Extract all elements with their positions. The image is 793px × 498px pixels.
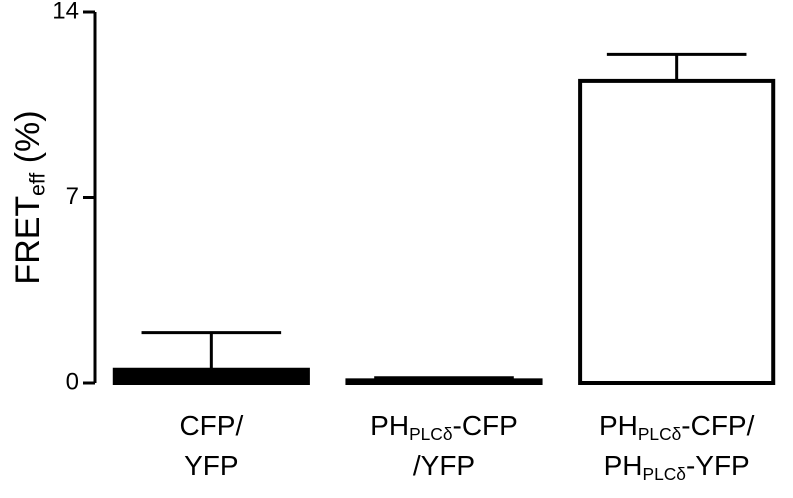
- label-subscript: PLCδ: [409, 424, 452, 444]
- x-tick-label: CFP/: [179, 410, 243, 441]
- label-part: /YFP: [413, 450, 475, 481]
- label-subscript: eff: [26, 173, 49, 196]
- label-part: PH: [370, 410, 409, 441]
- label-part: PH: [599, 410, 638, 441]
- x-tick-label: /YFP: [413, 450, 475, 481]
- x-tick-label: PHPLCδ-CFP/: [599, 410, 755, 443]
- y-tick-label: 0: [66, 368, 79, 395]
- label-subscript: PLCδ: [638, 424, 681, 444]
- x-tick-label: PHPLCδ-YFP: [604, 450, 750, 483]
- label-subscript: PLCδ: [643, 464, 686, 484]
- x-tick-label: PHPLCδ-CFP: [370, 410, 518, 443]
- label-part: CFP/: [179, 410, 243, 441]
- label-part: -CFP: [453, 410, 518, 441]
- label-part: -CFP/: [681, 410, 754, 441]
- label-part: FRET: [9, 196, 47, 285]
- label-part: (%): [9, 110, 47, 172]
- y-axis-label: FRETeff (%): [9, 110, 49, 284]
- bar: [578, 78, 776, 386]
- y-tick-label: 14: [52, 0, 79, 24]
- x-tick-label: YFP: [184, 450, 238, 481]
- y-tick-label: 7: [66, 183, 79, 210]
- bar: [345, 378, 543, 386]
- label-part: PH: [604, 450, 643, 481]
- label-part: YFP: [184, 450, 238, 481]
- bar: [112, 367, 310, 385]
- label-part: -YFP: [686, 450, 750, 481]
